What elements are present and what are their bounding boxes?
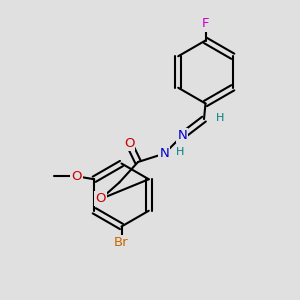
Text: O: O <box>124 137 134 150</box>
Text: O: O <box>96 192 106 206</box>
Text: H: H <box>215 112 224 123</box>
Text: F: F <box>202 17 209 31</box>
Text: H: H <box>176 147 184 157</box>
Text: N: N <box>160 147 169 160</box>
Text: O: O <box>71 170 82 183</box>
Text: Br: Br <box>114 236 129 250</box>
Text: N: N <box>178 129 187 142</box>
